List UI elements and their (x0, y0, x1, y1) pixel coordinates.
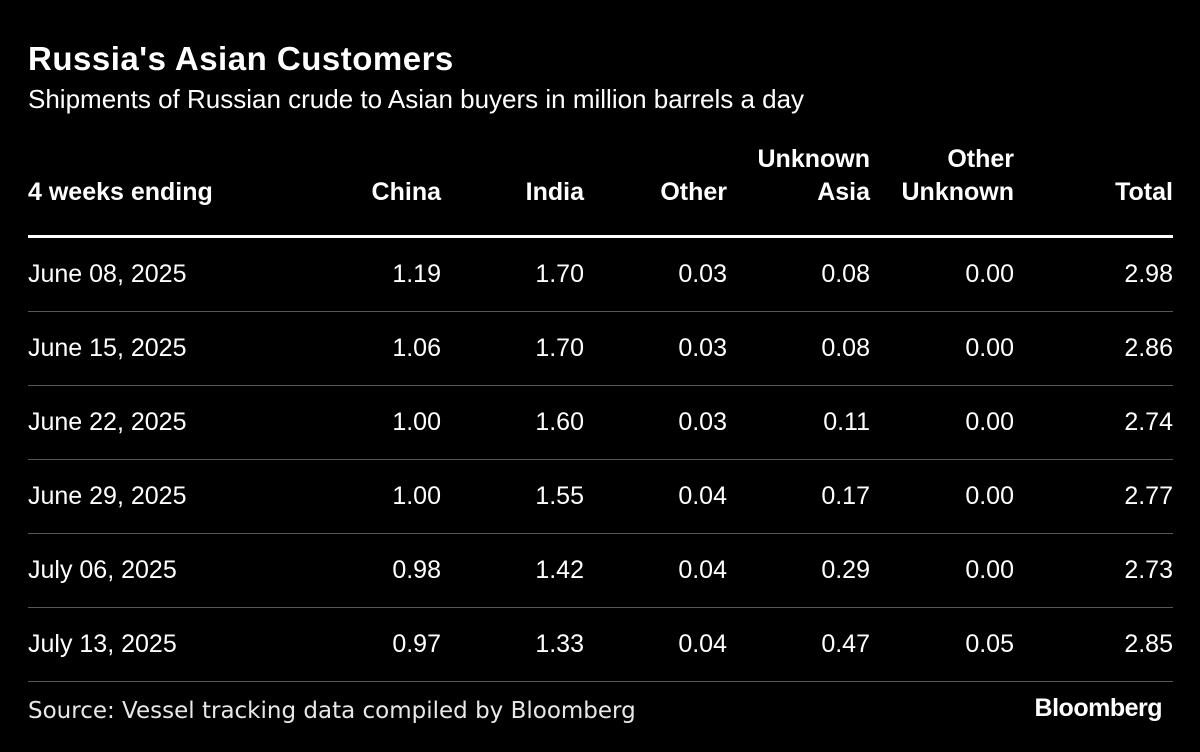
header-line1 (441, 143, 584, 176)
cell-china: 0.98 (298, 533, 441, 608)
table-row: June 22, 2025 1.00 1.60 0.03 0.11 0.00 2… (28, 385, 1173, 460)
header-line2: 4 weeks ending (28, 177, 213, 206)
cell-total: 2.86 (1014, 311, 1173, 386)
table-row: July 13, 2025 0.97 1.33 0.04 0.47 0.05 2… (28, 607, 1173, 682)
source-note: Source: Vessel tracking data compiled by… (28, 698, 636, 724)
cell-total: 2.77 (1014, 459, 1173, 534)
cell-china: 1.19 (298, 236, 441, 312)
cell-date: June 29, 2025 (28, 459, 298, 534)
cell-other: 0.04 (584, 607, 727, 682)
cell-date: July 06, 2025 (28, 533, 298, 608)
header-line1: Unknown (757, 144, 871, 173)
cell-india: 1.70 (441, 236, 584, 312)
cell-unknown-asia: 0.08 (727, 236, 870, 312)
header-date: 4 weeks ending (28, 140, 298, 238)
cell-total: 2.98 (1014, 236, 1173, 312)
cell-date: June 22, 2025 (28, 385, 298, 460)
cell-other-unknown: 0.05 (870, 607, 1014, 682)
header-line1 (1014, 143, 1173, 176)
cell-other-unknown: 0.00 (870, 459, 1014, 534)
cell-unknown-asia: 0.47 (727, 607, 870, 682)
cell-china: 1.00 (298, 385, 441, 460)
header-india: India (441, 140, 584, 238)
bloomberg-logo: Bloomberg (1034, 694, 1163, 722)
cell-date: June 15, 2025 (28, 311, 298, 386)
cell-other-unknown: 0.00 (870, 533, 1014, 608)
cell-india: 1.55 (441, 459, 584, 534)
header-line1: Other (947, 144, 1014, 173)
header-china: China (298, 140, 441, 238)
header-line2: India (525, 177, 584, 206)
cell-other: 0.03 (584, 236, 727, 312)
cell-date: June 08, 2025 (28, 236, 298, 312)
cell-total: 2.85 (1014, 607, 1173, 682)
header-line2: Other (660, 177, 727, 206)
header-line1 (298, 143, 441, 176)
header-unknown-asia: Unknown Asia (727, 140, 871, 238)
cell-other-unknown: 0.00 (870, 236, 1014, 312)
cell-other: 0.04 (584, 459, 727, 534)
cell-total: 2.74 (1014, 385, 1173, 460)
cell-other: 0.04 (584, 533, 727, 608)
header-line2: Unknown (901, 177, 1015, 206)
header-other: Other (584, 140, 727, 238)
shipments-table: 4 weeks ending China India Other Unknown… (28, 140, 1173, 682)
cell-other: 0.03 (584, 311, 727, 386)
cell-india: 1.60 (441, 385, 584, 460)
cell-other-unknown: 0.00 (870, 385, 1014, 460)
cell-unknown-asia: 0.11 (727, 385, 870, 460)
cell-unknown-asia: 0.29 (727, 533, 870, 608)
table-row: July 06, 2025 0.98 1.42 0.04 0.29 0.00 2… (28, 533, 1173, 608)
cell-other-unknown: 0.00 (870, 311, 1014, 386)
header-other-unknown: Other Unknown (870, 140, 1015, 238)
cell-unknown-asia: 0.08 (727, 311, 870, 386)
header-total: Total (1014, 140, 1173, 238)
cell-date: July 13, 2025 (28, 607, 298, 682)
table-row: June 15, 2025 1.06 1.70 0.03 0.08 0.00 2… (28, 311, 1173, 386)
cell-unknown-asia: 0.17 (727, 459, 870, 534)
header-line1 (584, 143, 727, 176)
header-line2: Asia (817, 177, 870, 206)
table-row: June 29, 2025 1.00 1.55 0.04 0.17 0.00 2… (28, 459, 1173, 534)
cell-other: 0.03 (584, 385, 727, 460)
cell-total: 2.73 (1014, 533, 1173, 608)
table-header-row: 4 weeks ending China India Other Unknown… (28, 140, 1173, 238)
chart-subtitle: Shipments of Russian crude to Asian buye… (28, 84, 805, 114)
cell-india: 1.33 (441, 607, 584, 682)
header-line1 (28, 143, 298, 176)
header-line2: China (371, 177, 441, 206)
cell-india: 1.42 (441, 533, 584, 608)
header-line2: Total (1115, 177, 1173, 206)
cell-india: 1.70 (441, 311, 584, 386)
cell-china: 0.97 (298, 607, 441, 682)
cell-china: 1.00 (298, 459, 441, 534)
table-row: June 08, 2025 1.19 1.70 0.03 0.08 0.00 2… (28, 236, 1173, 312)
chart-title: Russia's Asian Customers (28, 40, 454, 77)
cell-china: 1.06 (298, 311, 441, 386)
